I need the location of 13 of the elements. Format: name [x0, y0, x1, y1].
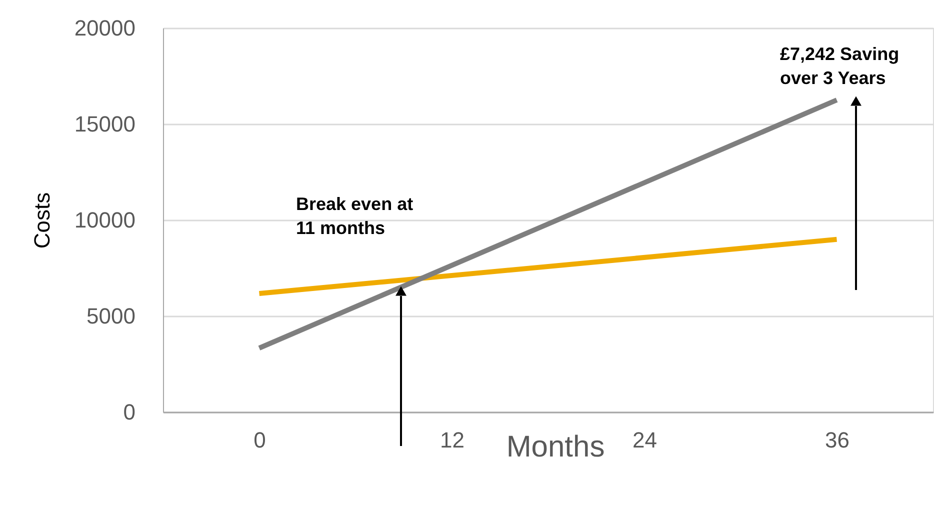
- x-tick-label: 0: [254, 428, 266, 452]
- y-tick-label: 20000: [74, 16, 136, 40]
- y-tick-label: 0: [123, 400, 136, 424]
- x-axis-title: Months: [506, 430, 605, 464]
- y-tick-label: 10000: [74, 208, 136, 232]
- y-axis-title: Costs: [29, 192, 54, 249]
- x-tick-label: 12: [440, 428, 464, 452]
- annotation: £7,242 Saving over 3 Years: [780, 44, 900, 88]
- x-tick-label: 24: [632, 428, 657, 452]
- x-tick-label: 36: [825, 428, 850, 452]
- y-tick-label: 5000: [86, 304, 136, 328]
- annotation: Break even at 11 months: [296, 194, 414, 238]
- y-tick-label: 15000: [74, 112, 136, 136]
